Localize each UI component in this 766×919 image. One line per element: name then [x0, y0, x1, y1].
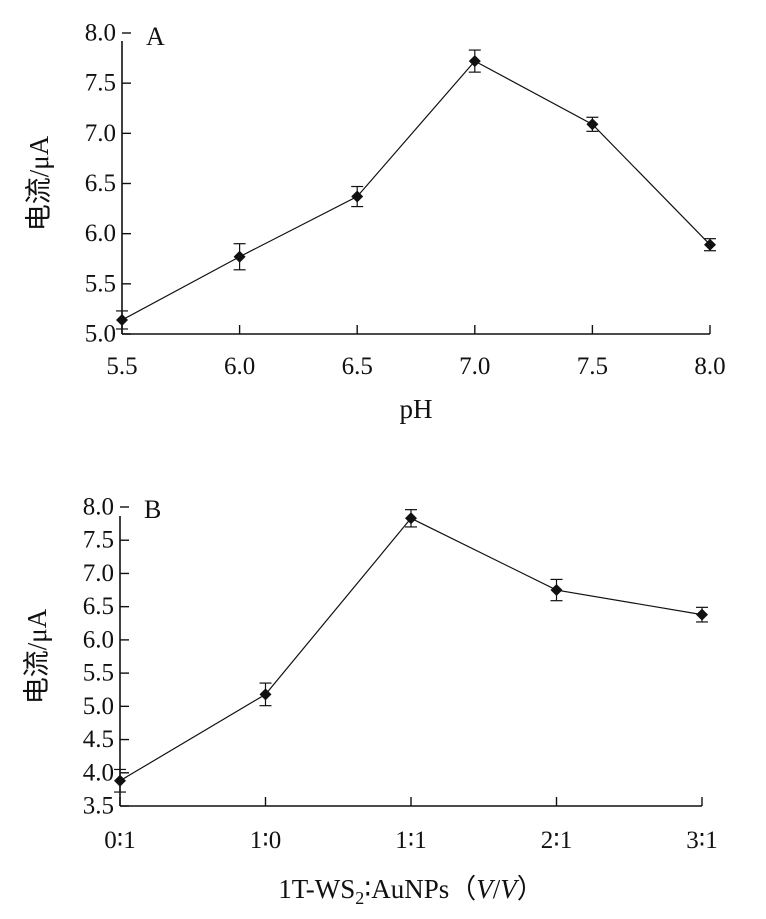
chart-b-data [114, 509, 708, 793]
y-tick-label: 7.5 [83, 527, 114, 554]
x-axis-title-subscript: 2 [355, 888, 364, 908]
x-axis-title-close: ） [517, 874, 544, 904]
x-tick-label: 7.5 [577, 353, 608, 380]
chart-panel-a: 5.05.56.06.57.07.58.05.5 6.0 6.5 7.0 7.5 8.0 … [24, 20, 726, 425]
x-axis-title-v1: V [476, 874, 496, 904]
chart-b-panel-label: B [144, 495, 161, 524]
y-tick-label: 7.5 [85, 70, 116, 97]
data-point-marker [259, 688, 272, 701]
data-point-marker [704, 238, 716, 251]
data-point-marker [233, 250, 246, 263]
chart-a-panel-label: A [146, 22, 165, 51]
series-line [119, 517, 703, 782]
data-point-marker [468, 55, 481, 68]
data-point-marker [114, 774, 126, 787]
x-tick-label: 6.0 [224, 353, 255, 380]
chart-panel-b: 3.5 4.0 4.5 5.0 5.5 6.0 6.5 7.0 7.5 8.0 0∶1 1∶0 1∶1 2… [22, 494, 718, 909]
x-axis-title-slash: / [493, 874, 501, 904]
x-tick-label: 8.0 [694, 353, 725, 380]
chart-b-axes [119, 516, 702, 807]
x-axis-title-main: 1T-WS [278, 874, 355, 904]
x-tick-label: 6.5 [342, 353, 373, 380]
x-tick-label: 1∶0 [250, 827, 282, 854]
y-tick-label: 6.5 [83, 593, 114, 620]
data-point-marker [696, 608, 708, 621]
x-axis-title-ratio: ∶AuNPs（ [364, 874, 476, 904]
y-tick-label: 6.5 [85, 170, 116, 197]
chart-b-ticks: 3.5 4.0 4.5 5.0 5.5 6.0 6.5 7.0 7.5 8.0 0∶1 1∶0 1∶1 2… [83, 494, 718, 855]
chart-b-x-axis-title: 1T-WS2∶AuNPs（V/V） [278, 874, 544, 908]
x-tick-label: 7.0 [459, 353, 490, 380]
y-tick-label: 4.5 [83, 726, 114, 753]
data-point-marker [405, 512, 417, 525]
x-tick-label: 1∶1 [395, 827, 427, 854]
y-tick-label: 7.0 [85, 120, 116, 147]
chart-a-x-axis-title: pH [400, 394, 433, 424]
data-point-marker [116, 313, 128, 326]
y-tick-label: 7.0 [83, 560, 114, 587]
data-point-marker [550, 584, 563, 597]
chart-a-ticks: 5.0 5.5 6.0 6.5 7.0 7.5 8.0 5.5 6.0 6.5 7.0 7.5 8.0 [85, 20, 726, 381]
x-axis-title-v2: V [500, 874, 520, 904]
y-tick-label: 5.0 [83, 693, 114, 720]
chart-a-y-axis-title: 电流/μA [24, 135, 54, 231]
y-tick-label: 8.0 [83, 494, 114, 521]
x-tick-label: 2∶1 [541, 827, 573, 854]
x-tick-label: 0∶1 [104, 827, 136, 854]
y-tick-label: 5.5 [83, 660, 114, 687]
y-tick-label: 5.0 [85, 321, 116, 348]
data-point-marker [586, 118, 599, 131]
chart-b-y-axis-title: 电流/μA [22, 608, 52, 704]
series-line [121, 60, 711, 321]
x-tick-label: 3∶1 [686, 827, 718, 854]
chart-a-data [116, 49, 716, 330]
x-tick-label: 5.5 [106, 353, 137, 380]
y-tick-label: 6.0 [85, 220, 116, 247]
y-tick-label: 8.0 [85, 20, 116, 47]
y-tick-label: 4.0 [83, 759, 114, 786]
y-tick-label: 3.5 [83, 793, 114, 820]
data-point-marker [351, 190, 364, 203]
y-tick-label: 6.0 [83, 626, 114, 653]
y-tick-label: 5.5 [85, 270, 116, 297]
chart-a-axes [121, 41, 710, 335]
